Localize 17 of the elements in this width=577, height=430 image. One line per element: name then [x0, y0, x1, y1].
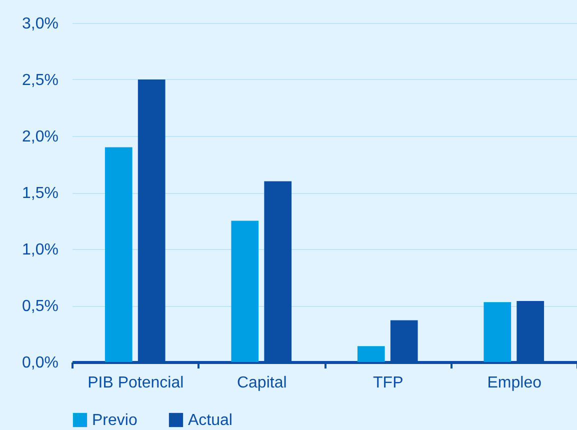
y-tick-label: 2,5% [22, 72, 58, 89]
bar [484, 302, 512, 362]
x-tick-label: TFP [373, 374, 404, 392]
y-tick-label: 2,0% [22, 128, 58, 146]
x-tick-label: Empleo [487, 374, 542, 392]
bar [104, 147, 132, 362]
y-tick-label: 0,0% [22, 354, 58, 372]
bar [357, 346, 385, 362]
y-tick-label: 1,0% [22, 242, 58, 258]
y-tick-label: 3,0% [22, 16, 58, 32]
y-tick-label: 1,5% [22, 185, 58, 202]
legend-label: Actual [188, 412, 232, 429]
x-tick-label: PIB Potencial [88, 374, 184, 392]
y-tick-label: 0,5% [22, 298, 58, 315]
x-tick-label: Capital [236, 374, 287, 392]
bar [231, 220, 259, 362]
legend-label: Previo [92, 412, 138, 429]
